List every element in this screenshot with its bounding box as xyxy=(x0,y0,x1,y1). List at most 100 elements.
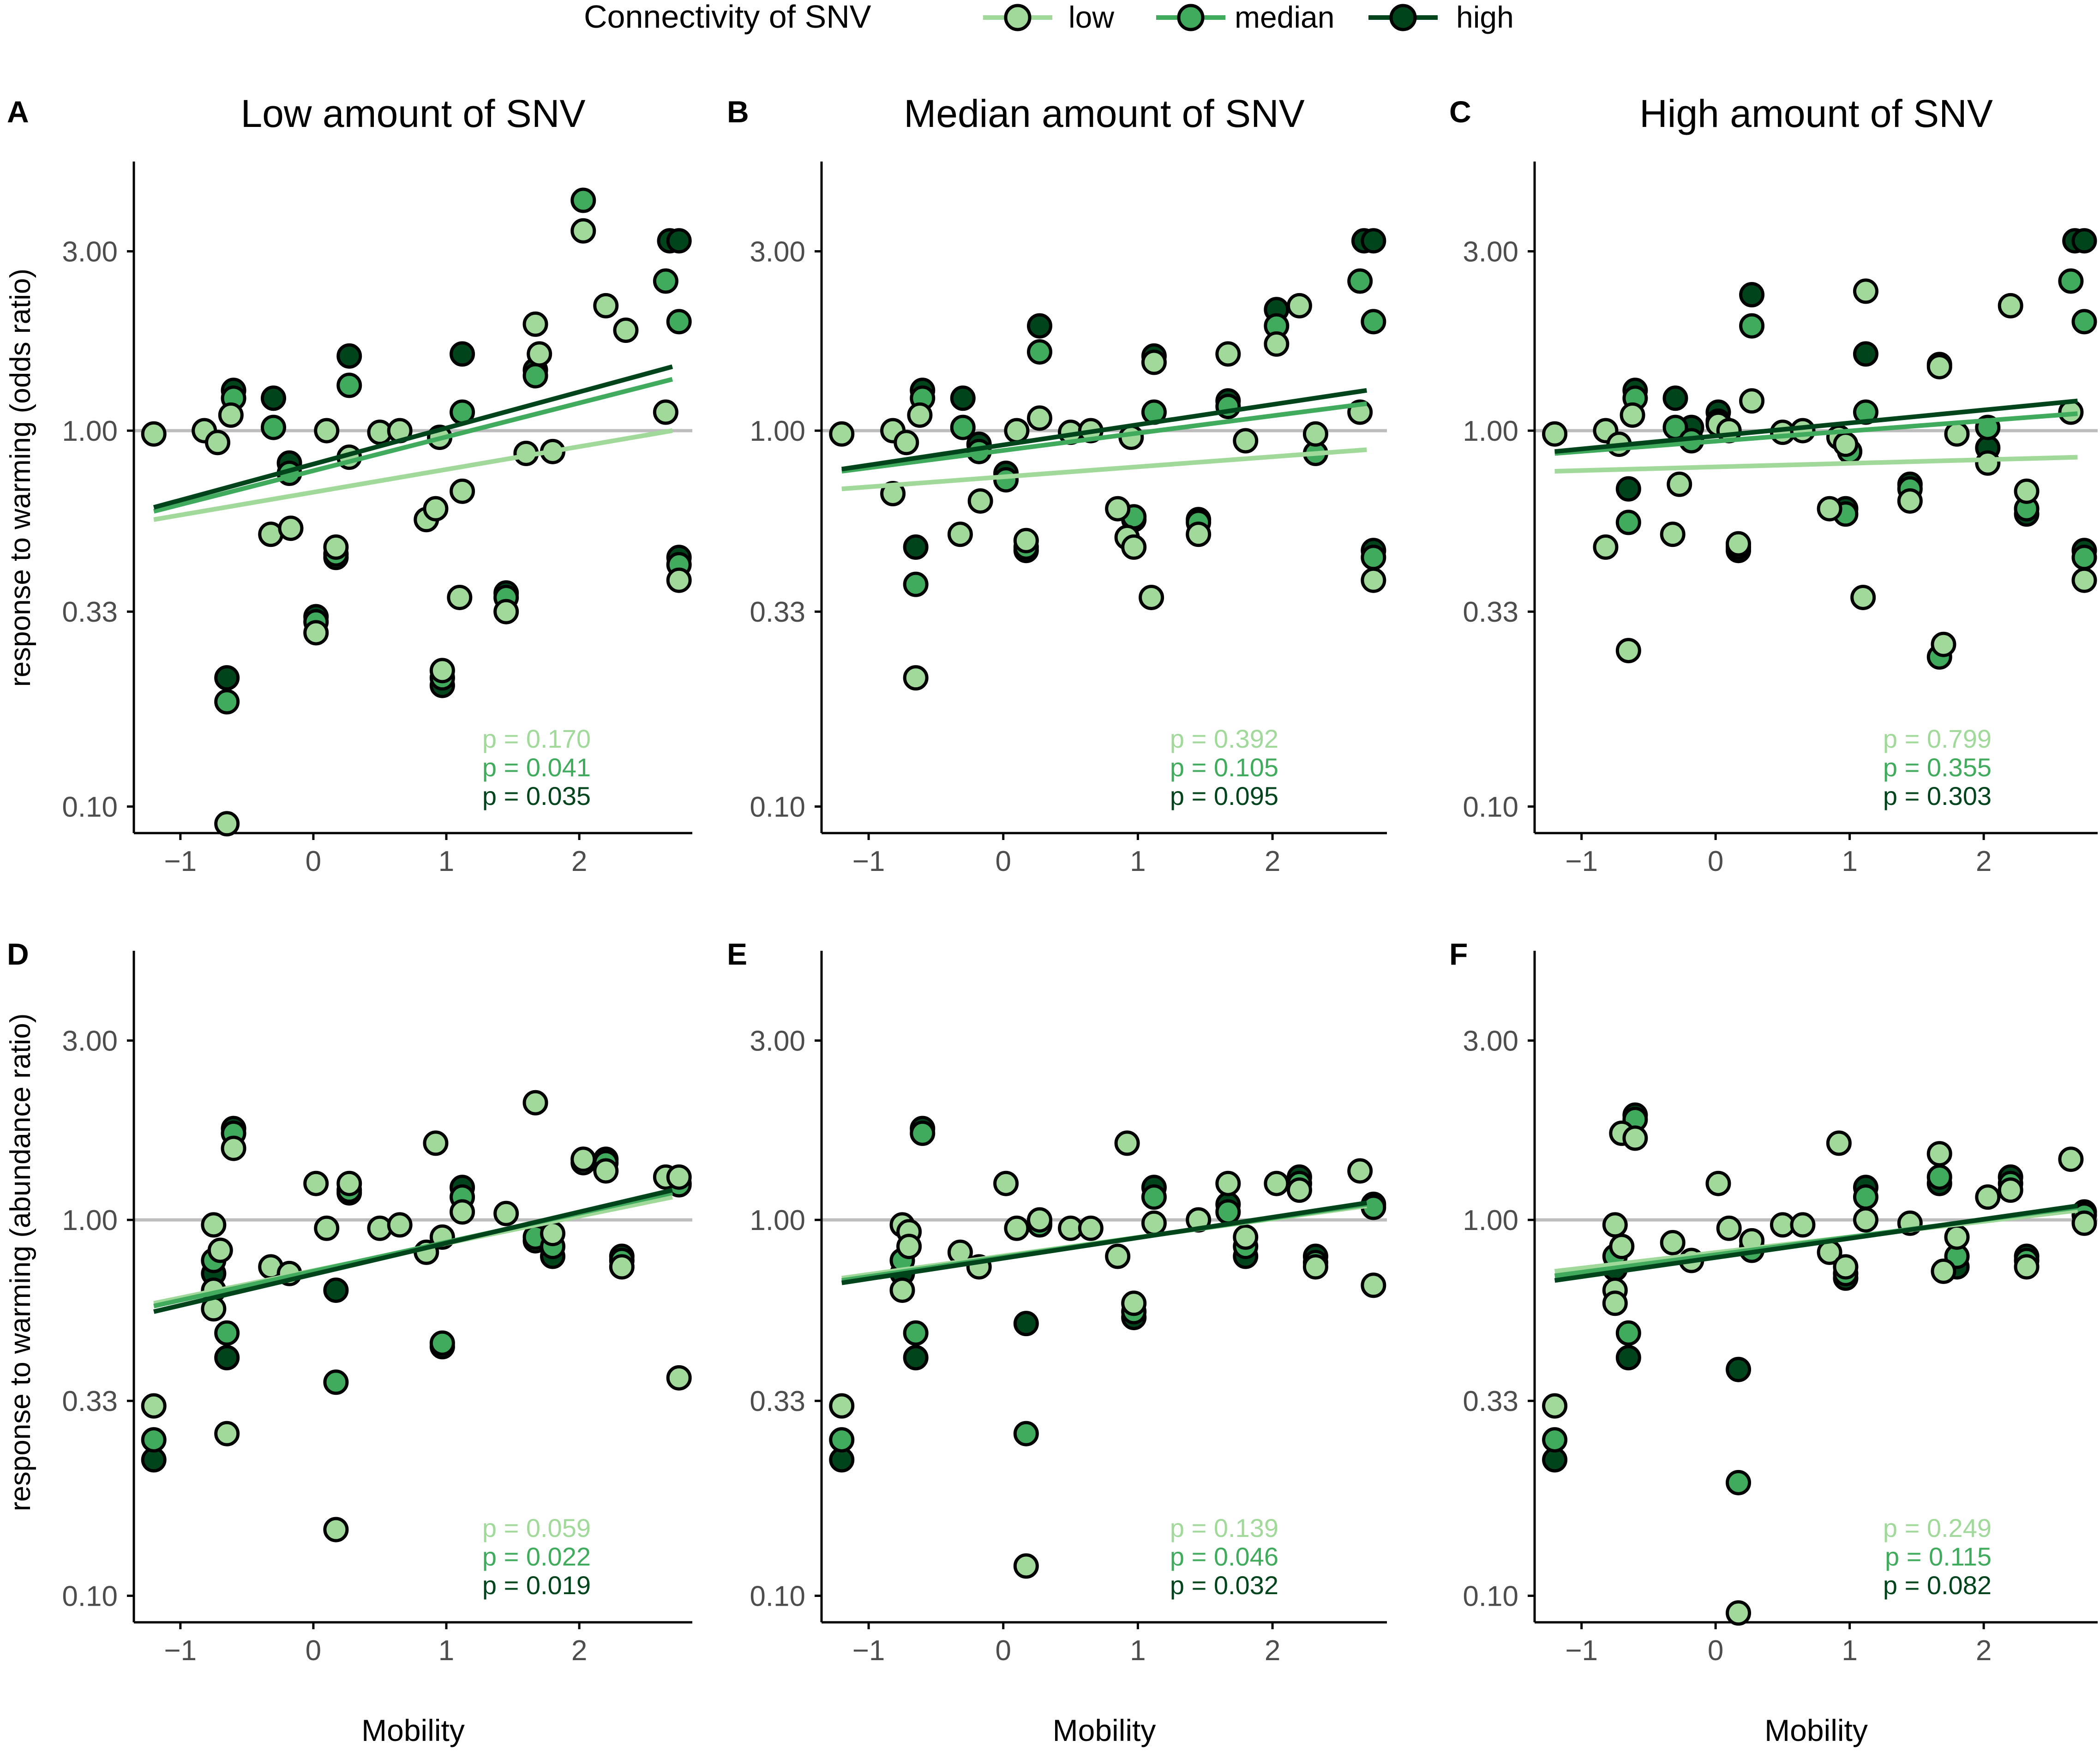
point-low xyxy=(493,1200,519,1226)
point-low xyxy=(1264,1170,1290,1196)
panel-letter: C xyxy=(1449,95,1471,129)
point-low xyxy=(593,293,619,318)
panel-c: C High amount of SNV 3.00 1.00 0.33 0.10 −1 0 1 2… xyxy=(1449,92,2098,877)
panel-letter: D xyxy=(7,937,29,971)
point-low xyxy=(829,1393,855,1419)
x-tick-label: 0 xyxy=(1708,1635,1723,1667)
y-tick-label: 0.10 xyxy=(1463,792,1518,823)
point-low xyxy=(423,1130,449,1156)
y-tick-label: 3.00 xyxy=(62,236,118,268)
point-low xyxy=(447,584,473,610)
y-tick-label: 3.00 xyxy=(62,1026,118,1057)
point-low xyxy=(214,1421,240,1446)
point-low xyxy=(1347,1158,1373,1184)
point-low xyxy=(1975,1184,2001,1210)
point-low xyxy=(201,1212,227,1238)
point-low xyxy=(1141,1210,1167,1236)
x-tick-label: 1 xyxy=(1842,1635,1857,1667)
point-low xyxy=(1615,638,1641,664)
point-low xyxy=(2014,1254,2040,1280)
point-low xyxy=(323,534,349,560)
trend-line-high xyxy=(841,388,1367,472)
p-value-high: p = 0.095 xyxy=(1170,781,1278,810)
point-low xyxy=(613,318,639,343)
point-median xyxy=(141,1427,167,1453)
panel-letter: A xyxy=(7,95,29,129)
y-tick-label: 0.33 xyxy=(62,596,118,628)
y-tick-label: 1.00 xyxy=(62,1205,118,1236)
point-low xyxy=(1233,428,1259,454)
y-tick-label: 0.33 xyxy=(1463,596,1518,628)
point-high xyxy=(903,534,929,560)
point-low xyxy=(894,430,919,456)
point-low xyxy=(1998,1177,2023,1203)
point-median xyxy=(950,414,976,440)
p-value-low: p = 0.170 xyxy=(482,724,591,753)
point-low xyxy=(1027,1207,1052,1233)
point-low xyxy=(609,1254,635,1280)
legend: Connectivity of SNV low median high xyxy=(584,0,1514,35)
trend-line-low xyxy=(1554,455,2078,474)
point-low xyxy=(1141,349,1167,375)
point-high xyxy=(1739,282,1765,308)
point-low xyxy=(1853,1207,1878,1233)
y-tick-label: 1.00 xyxy=(1463,1205,1518,1236)
point-low xyxy=(1139,584,1164,610)
legend-title: Connectivity of SNV xyxy=(584,0,871,35)
point-high xyxy=(666,228,692,254)
y-tick-label: 0.10 xyxy=(62,792,118,823)
x-tick-label: 1 xyxy=(1842,846,1857,877)
x-tick-label: −1 xyxy=(164,846,197,877)
trend-line-median xyxy=(841,401,1367,474)
point-low xyxy=(1602,1290,1628,1316)
point-high xyxy=(336,343,362,369)
trend-line-high xyxy=(1554,398,2078,454)
point-low xyxy=(666,567,692,593)
point-high xyxy=(214,665,240,691)
panel-title: Median amount of SNV xyxy=(904,92,1304,135)
point-low xyxy=(1118,425,1144,450)
point-low xyxy=(522,311,548,337)
p-value-median: p = 0.022 xyxy=(482,1542,591,1571)
y-tick-label: 3.00 xyxy=(1463,236,1518,268)
point-high xyxy=(1726,1356,1752,1382)
point-low xyxy=(880,481,906,507)
point-low xyxy=(221,1135,246,1161)
point-low xyxy=(1186,522,1212,547)
point-low xyxy=(207,1237,233,1263)
p-value-low: p = 0.799 xyxy=(1883,724,1992,753)
trend-line-low xyxy=(841,447,1367,492)
point-median xyxy=(2071,545,2097,570)
point-median xyxy=(1361,309,1386,335)
point-low xyxy=(1790,1212,1816,1238)
point-median xyxy=(2058,268,2084,294)
x-tick-label: 2 xyxy=(1265,1635,1280,1667)
point-low xyxy=(1105,496,1131,522)
point-low xyxy=(450,1199,475,1225)
point-low xyxy=(1931,631,1956,657)
point-median xyxy=(903,571,929,597)
p-value-low: p = 0.249 xyxy=(1883,1513,1992,1542)
p-value-median: p = 0.041 xyxy=(482,753,591,782)
point-median xyxy=(1739,313,1765,339)
legend-item-median: median xyxy=(1156,0,1334,34)
point-high xyxy=(1853,341,1878,367)
x-tick-label: 0 xyxy=(1708,846,1723,877)
y-tick-label: 0.10 xyxy=(62,1581,118,1613)
point-low xyxy=(1926,354,1952,379)
point-low xyxy=(1361,567,1386,593)
point-high xyxy=(450,341,475,367)
legend-label-low: low xyxy=(1068,0,1114,34)
point-low xyxy=(1302,421,1328,447)
point-low xyxy=(278,516,304,541)
point-low xyxy=(1264,331,1290,357)
point-median xyxy=(1542,1427,1568,1453)
point-low xyxy=(2058,1146,2084,1172)
point-median xyxy=(1615,1320,1641,1346)
point-low xyxy=(903,665,929,691)
point-median xyxy=(1215,1199,1241,1225)
point-low xyxy=(336,1170,362,1196)
point-low xyxy=(303,1170,329,1196)
point-high xyxy=(2071,228,2097,254)
point-high xyxy=(1027,313,1052,339)
